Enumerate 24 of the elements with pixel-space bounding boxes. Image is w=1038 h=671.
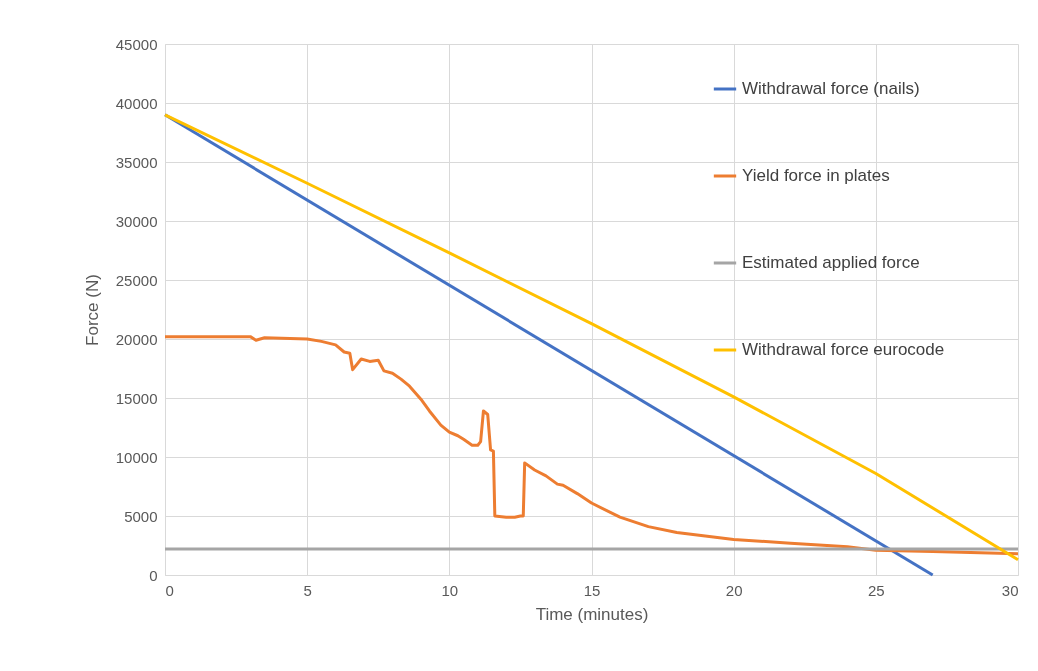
y-tick-label: 35000 xyxy=(115,153,158,171)
y-tick-label: 25000 xyxy=(115,271,158,289)
y-tick-label: 20000 xyxy=(115,330,158,348)
y-tick-label: 0 xyxy=(149,566,158,584)
x-tick-label: 15 xyxy=(583,581,601,599)
x-tick-label: 20 xyxy=(725,581,743,599)
y-tick-label: 45000 xyxy=(115,35,158,53)
y-tick-label: 30000 xyxy=(115,212,158,230)
legend-label: Estimated applied force xyxy=(742,253,920,272)
y-tick-label: 5000 xyxy=(124,507,158,525)
x-tick-label: 25 xyxy=(867,581,885,599)
y-tick-label: 10000 xyxy=(115,448,158,466)
line-series xyxy=(163,335,1020,556)
legend-label: Withdrawal force (nails) xyxy=(742,79,920,98)
x-tick-label: 5 xyxy=(303,581,312,599)
x-tick-label: 10 xyxy=(441,581,459,599)
y-tick-label: 15000 xyxy=(115,389,158,407)
x-tick-label: 0 xyxy=(165,581,174,599)
x-tick-label: 30 xyxy=(1001,581,1019,599)
legend-label: Withdrawal force eurocode xyxy=(742,340,945,359)
x-axis-title: Time (minutes) xyxy=(535,604,649,624)
y-tick-label: 40000 xyxy=(115,94,158,112)
legend-label: Yield force in plates xyxy=(742,166,890,185)
y-axis-title: Force (N) xyxy=(82,274,102,346)
